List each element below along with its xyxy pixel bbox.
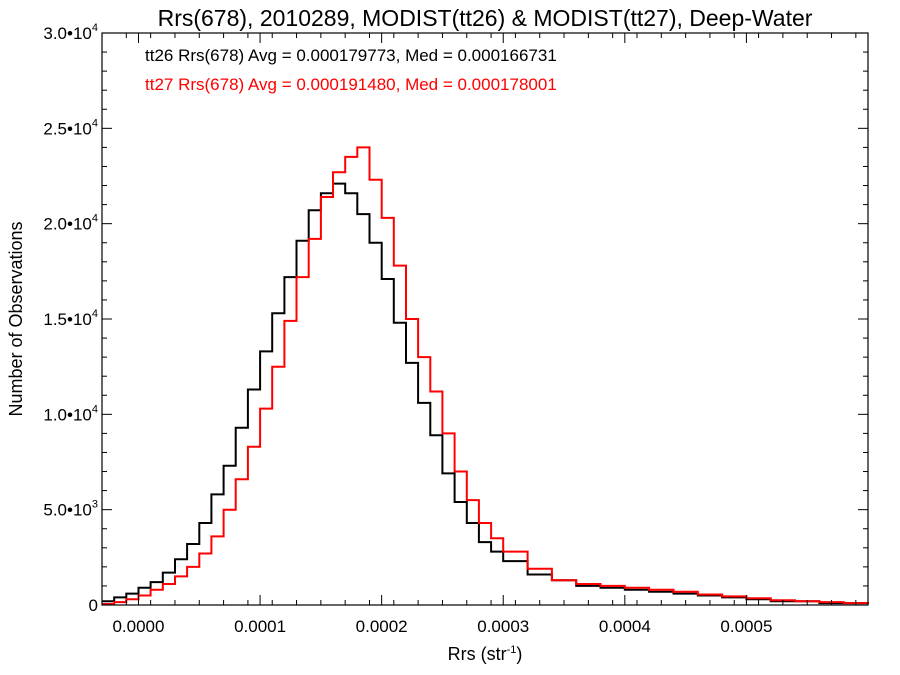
plot-frame xyxy=(101,32,869,606)
y-tick-label: 5.0•103 xyxy=(43,499,98,520)
annotation-tt27: tt27 Rrs(678) Avg = 0.000191480, Med = 0… xyxy=(145,75,557,94)
x-axis-label: Rrs (str-1) xyxy=(448,644,523,664)
series-line-tt26 xyxy=(102,182,869,605)
x-tick-label: 0.0005 xyxy=(720,617,772,636)
y-tick-label: 0 xyxy=(89,596,98,615)
axis-ticks: 0.0000 0.0001 0.0002 0.0003 0.0004 0.0005 0 5.0… xyxy=(43,22,868,636)
annotation-tt26: tt26 Rrs(678) Avg = 0.000179773, Med = 0… xyxy=(145,46,557,65)
x-axis-label-main: Rrs (str xyxy=(448,644,507,664)
y-axis-label: Number of Observations xyxy=(6,221,26,416)
y-tick-label: 1.0•104 xyxy=(43,403,98,424)
y-tick-label: 1.5•104 xyxy=(43,308,98,329)
x-tick-label: 0.0004 xyxy=(599,617,651,636)
x-tick-label: 0.0000 xyxy=(112,617,164,636)
y-tick-label: 2.0•104 xyxy=(43,213,98,234)
x-axis-label-sup: -1 xyxy=(507,644,517,656)
y-tick-label: 2.5•104 xyxy=(43,117,98,138)
series-layer xyxy=(102,146,869,605)
chart-title: Rrs(678), 2010289, MODIST(tt26) & MODIST… xyxy=(158,5,813,31)
y-tick-label: 3.0•104 xyxy=(43,22,98,43)
x-axis-label-end: ) xyxy=(516,644,522,664)
x-tick-label: 0.0003 xyxy=(477,617,529,636)
x-tick-label: 0.0002 xyxy=(356,617,408,636)
x-tick-label: 0.0001 xyxy=(234,617,286,636)
series-line-tt27 xyxy=(102,146,869,605)
